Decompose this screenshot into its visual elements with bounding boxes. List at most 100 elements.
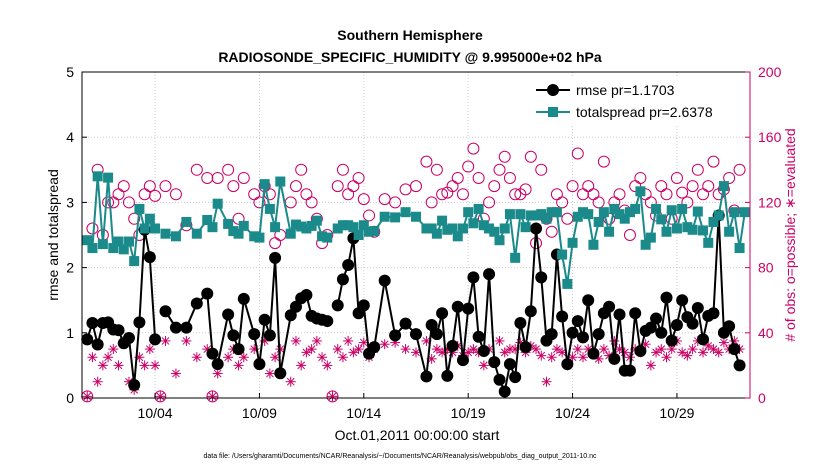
y-tick-label-right: 80 xyxy=(758,260,774,276)
totalspread-point xyxy=(598,207,609,218)
totalspread-point xyxy=(713,210,724,221)
obs-possible-point xyxy=(436,188,449,201)
totalspread-point xyxy=(353,230,364,240)
totalspread-point xyxy=(708,216,719,227)
totalspread-point xyxy=(103,172,114,183)
obs-evaluated-point xyxy=(546,352,557,363)
totalspread-point xyxy=(494,235,505,246)
totalspread-point xyxy=(614,209,625,220)
obs-possible-point xyxy=(681,196,694,209)
obs-possible-point xyxy=(498,150,511,163)
obs-possible-point xyxy=(686,180,699,193)
totalspread-point xyxy=(682,222,693,233)
rmse-point xyxy=(410,328,422,341)
obs-possible-point xyxy=(556,196,569,209)
totalspread-point xyxy=(87,243,98,254)
chart-subtitle: RADIOSONDE_SPECIFIC_HUMIDITY @ 9.995000e… xyxy=(218,49,602,65)
totalspread-point xyxy=(270,222,281,233)
rmse-point xyxy=(149,333,162,346)
rmse-point xyxy=(122,332,135,345)
rmse-point xyxy=(535,271,548,284)
rmse-point xyxy=(378,274,391,287)
obs-evaluated-point xyxy=(698,347,709,358)
rmse-point xyxy=(222,308,235,321)
totalspread-point xyxy=(348,222,359,233)
rmse-point xyxy=(472,330,485,343)
totalspread-point xyxy=(478,220,489,231)
legend-marker-totalspread xyxy=(548,107,558,117)
totalspread-point xyxy=(484,223,495,234)
totalspread-point xyxy=(729,207,740,218)
totalspread-point xyxy=(703,237,714,248)
obs-evaluated-point xyxy=(572,344,583,355)
chart-title: Southern Hemisphere xyxy=(337,27,483,43)
rmse-point xyxy=(733,359,746,372)
obs-possible-point xyxy=(169,188,182,201)
rmse-point xyxy=(650,312,663,325)
obs-possible-point xyxy=(410,180,422,193)
obs-possible-point xyxy=(660,188,673,201)
obs-evaluated-point xyxy=(551,344,562,355)
rmse-point xyxy=(723,320,736,333)
x-tick-label: 10/14 xyxy=(346,405,381,421)
rmse-point xyxy=(530,222,543,235)
obs-evaluated-point xyxy=(463,347,474,358)
rmse-point xyxy=(112,324,125,337)
rmse-point xyxy=(190,297,203,310)
totalspread-point xyxy=(358,220,369,231)
totalspread-point xyxy=(411,211,421,222)
obs-possible-point xyxy=(138,188,151,201)
obs-evaluated-point xyxy=(400,344,411,355)
y-tick-label-left: 1 xyxy=(66,325,74,341)
obs-evaluated-point xyxy=(332,344,343,355)
obs-evaluated-point xyxy=(311,335,322,346)
rmse-point xyxy=(587,347,600,360)
rmse-point xyxy=(430,328,443,341)
rmse-point xyxy=(566,326,579,339)
rmse-point xyxy=(686,317,699,330)
obs-possible-point xyxy=(707,155,720,168)
totalspread-point xyxy=(640,239,651,250)
obs-evaluated-point xyxy=(437,347,448,358)
totalspread-point xyxy=(541,213,552,224)
totalspread-point xyxy=(651,203,662,214)
totalspread-point xyxy=(238,220,249,231)
obs-possible-point xyxy=(571,147,584,160)
y-tick-label-right: 40 xyxy=(758,325,774,341)
obs-possible-point xyxy=(733,163,746,176)
rmse-point xyxy=(728,343,741,356)
totalspread-point xyxy=(275,176,286,187)
obs-evaluated-point xyxy=(233,360,244,371)
totalspread-point xyxy=(578,207,588,218)
rmse-point xyxy=(321,315,334,328)
rmse-point xyxy=(274,367,287,380)
obs-possible-point xyxy=(503,171,516,184)
line-series xyxy=(81,171,750,398)
obs-evaluated-point xyxy=(661,352,672,363)
totalspread-point xyxy=(249,231,260,242)
obs-evaluated-point xyxy=(677,347,688,358)
rmse-point xyxy=(556,310,569,323)
totalspread-point xyxy=(593,216,604,227)
totalspread-point xyxy=(264,203,275,214)
totalspread-point xyxy=(687,224,698,235)
obs-possible-point xyxy=(190,163,203,176)
obs-count-series xyxy=(81,142,746,403)
rmse-point xyxy=(169,321,182,334)
obs-evaluated-point xyxy=(598,344,609,355)
obs-evaluated-point xyxy=(713,347,724,358)
rmse-point xyxy=(488,356,501,369)
totalspread-point xyxy=(645,232,656,243)
totalspread-point xyxy=(129,256,140,267)
rmse-point xyxy=(368,341,381,354)
obs-possible-point xyxy=(587,188,600,201)
obs-evaluated-point xyxy=(170,368,181,379)
totalspread-point xyxy=(562,278,573,289)
obs-possible-point xyxy=(289,180,302,193)
obs-possible-point xyxy=(357,193,370,206)
y-tick-label-right: 160 xyxy=(758,129,782,145)
obs-evaluated-point xyxy=(322,360,333,371)
obs-possible-point xyxy=(702,180,715,193)
obs-evaluated-point xyxy=(541,376,552,387)
obs-possible-point xyxy=(723,171,736,184)
